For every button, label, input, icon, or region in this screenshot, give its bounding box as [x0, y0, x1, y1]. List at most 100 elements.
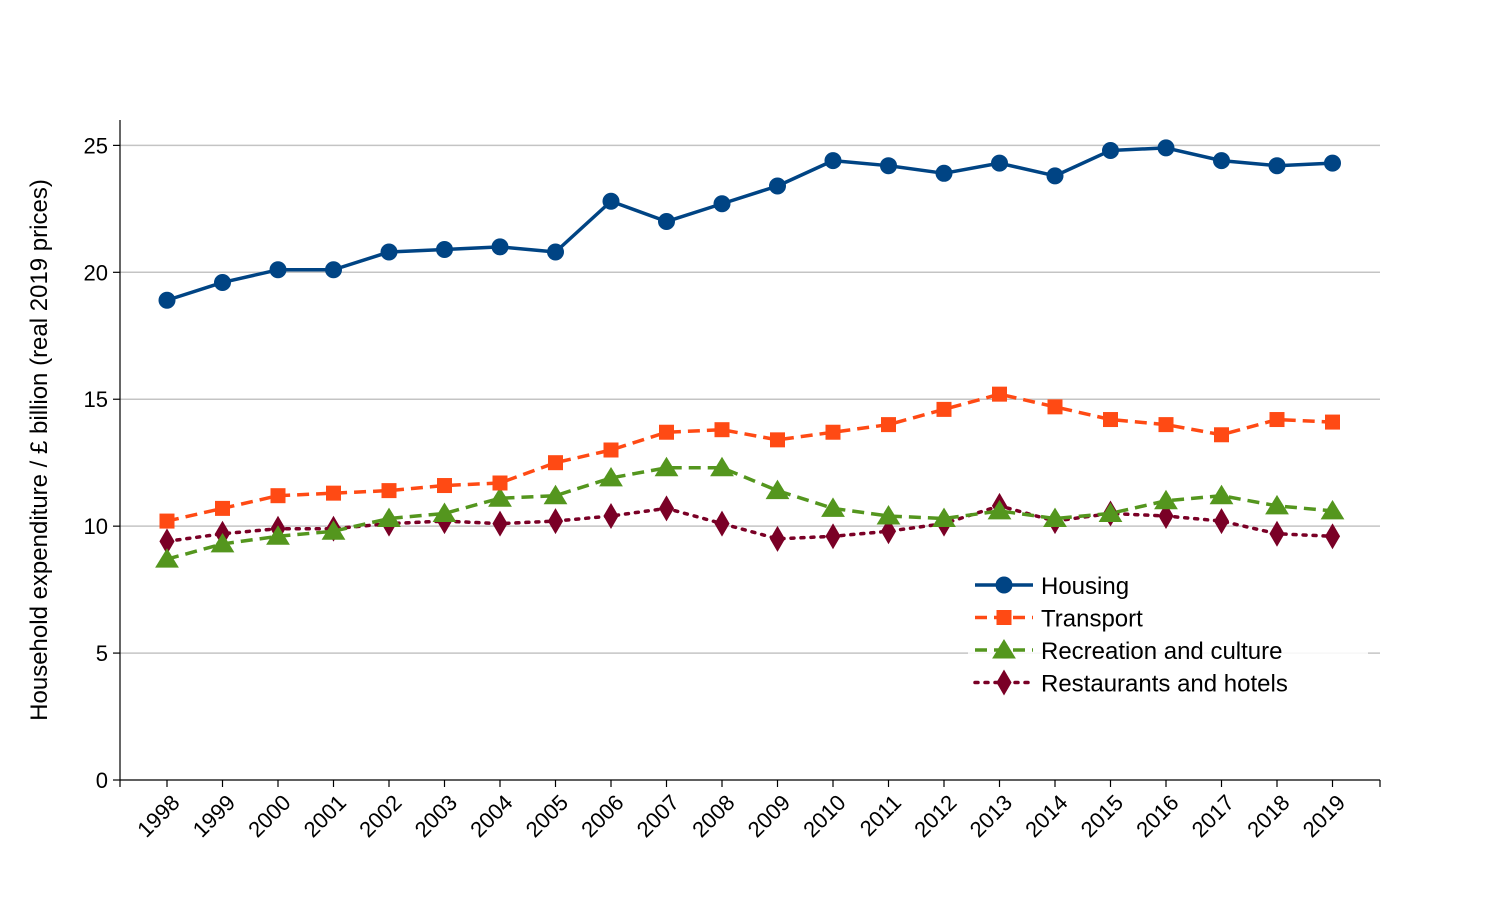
- legend: Housing Transport Recreation and culture Re…: [968, 565, 1368, 700]
- point-recreation-and-culture-2019: [1320, 499, 1345, 520]
- point-recreation-and-culture-1999: [210, 532, 235, 553]
- point-transport-2002: [381, 483, 397, 499]
- legend-item-restaurants-and-hotels: Restaurants and hotels: [973, 669, 1288, 698]
- point-housing-2003: [436, 240, 453, 258]
- point-transport-2017: [1214, 427, 1229, 443]
- legend-label-restaurants-and-hotels: Restaurants and hotels: [1041, 671, 1288, 698]
- point-transport-2014: [1047, 399, 1063, 415]
- x-tick-label-2009: 2009: [743, 790, 795, 842]
- point-housing-2013: [991, 154, 1008, 172]
- point-recreation-and-culture-1998: [155, 548, 179, 568]
- y-tick-label-0: 0: [96, 768, 108, 793]
- point-recreation-and-culture-2016: [1154, 489, 1178, 510]
- x-tick-label-2018: 2018: [1242, 790, 1294, 842]
- point-transport-2008: [714, 422, 730, 438]
- point-transport-2004: [492, 475, 508, 491]
- point-housing-2007: [658, 213, 675, 231]
- x-tick-label-2003: 2003: [410, 790, 462, 842]
- series: [155, 139, 1345, 568]
- point-transport-2013: [992, 386, 1007, 402]
- x-tick-label-2015: 2015: [1076, 790, 1128, 842]
- x-tick-label-2008: 2008: [687, 790, 739, 842]
- point-recreation-and-culture-2003: [432, 502, 457, 522]
- point-recreation-and-culture-2011: [876, 505, 901, 525]
- point-transport-2012: [936, 401, 952, 417]
- point-recreation-and-culture-2008: [710, 456, 734, 477]
- x-tick-label-2010: 2010: [798, 790, 850, 842]
- point-housing-2001: [325, 261, 342, 279]
- point-transport-2001: [326, 485, 341, 501]
- point-housing-2000: [269, 261, 287, 279]
- legend-label-recreation-and-culture: Recreation and culture: [1041, 638, 1282, 665]
- point-housing-2012: [935, 164, 953, 182]
- point-housing-1998: [158, 291, 176, 309]
- y-tick-label-5: 5: [96, 641, 108, 666]
- point-housing-2004: [491, 238, 509, 256]
- point-restaurants-and-hotels-2009: [769, 525, 786, 552]
- x-tick-label-2017: 2017: [1187, 790, 1239, 842]
- point-restaurants-and-hotels-2019: [1324, 523, 1341, 550]
- point-transport-2011: [881, 417, 896, 433]
- x-tick-label-2014: 2014: [1020, 790, 1072, 842]
- y-tick-label-20: 20: [84, 260, 108, 285]
- legend-marker-recreation-and-culture: [992, 639, 1016, 659]
- point-transport-2006: [603, 442, 619, 458]
- legend-label-transport: Transport: [1041, 606, 1143, 633]
- x-tick-label-1998: 1998: [132, 790, 184, 842]
- point-recreation-and-culture-2015: [1098, 502, 1123, 522]
- x-tick-label-2006: 2006: [576, 790, 628, 842]
- point-recreation-and-culture-2018: [1265, 494, 1289, 515]
- series-housing: [158, 139, 1341, 309]
- point-restaurants-and-hotels-2004: [492, 510, 508, 537]
- point-housing-1999: [214, 273, 231, 291]
- point-restaurants-and-hotels-2016: [1158, 503, 1174, 529]
- legend-item-transport: Transport: [975, 606, 1143, 633]
- series-line-transport: [166, 392, 1333, 523]
- point-transport-2010: [825, 424, 841, 440]
- point-recreation-and-culture-2002: [377, 507, 401, 528]
- y-tick-label-10: 10: [84, 514, 108, 539]
- point-transport-2000: [270, 488, 286, 504]
- x-tick-label-2013: 2013: [965, 790, 1017, 842]
- point-recreation-and-culture-2010: [821, 497, 845, 517]
- legend-marker-restaurants-and-hotels: [996, 669, 1012, 696]
- x-tick-label-2004: 2004: [465, 790, 517, 842]
- point-housing-2010: [824, 152, 842, 170]
- legend-item-housing: Housing: [975, 573, 1129, 600]
- legend-marker-housing: [995, 576, 1013, 594]
- series-line-housing: [166, 146, 1333, 302]
- point-recreation-and-culture-2006: [599, 466, 623, 487]
- x-tick-label-2012: 2012: [909, 790, 961, 842]
- x-tick-label-2001: 2001: [299, 790, 351, 842]
- legend-marker-transport: [996, 610, 1012, 625]
- point-restaurants-and-hotels-2007: [658, 495, 675, 522]
- point-transport-1998: [159, 513, 175, 529]
- point-restaurants-and-hotels-2010: [825, 523, 841, 550]
- point-housing-2018: [1268, 157, 1286, 175]
- point-recreation-and-culture-2013: [987, 499, 1012, 520]
- point-housing-2011: [880, 157, 897, 175]
- point-recreation-and-culture-2009: [765, 479, 790, 500]
- point-housing-2005: [547, 243, 564, 261]
- x-tick-label-2005: 2005: [521, 790, 573, 842]
- x-tick-label-2002: 2002: [354, 790, 406, 842]
- series-line-recreation-and-culture: [166, 466, 1333, 561]
- point-transport-2005: [548, 455, 563, 471]
- point-restaurants-and-hotels-2008: [714, 510, 730, 537]
- point-housing-2017: [1213, 152, 1230, 170]
- point-housing-2008: [713, 195, 731, 213]
- legend-label-housing: Housing: [1041, 573, 1129, 600]
- x-tick-label-2019: 2019: [1298, 790, 1350, 842]
- point-transport-2007: [659, 424, 674, 440]
- point-restaurants-and-hotels-2017: [1213, 508, 1230, 535]
- point-transport-2015: [1103, 412, 1118, 428]
- point-housing-2006: [602, 192, 620, 210]
- x-tick-label-1999: 1999: [188, 790, 240, 842]
- series-line-restaurants-and-hotels: [165, 504, 1335, 544]
- point-housing-2002: [380, 243, 398, 261]
- point-transport-2009: [770, 432, 785, 448]
- x-tick-label-2007: 2007: [632, 790, 684, 842]
- point-restaurants-and-hotels-2006: [603, 503, 619, 529]
